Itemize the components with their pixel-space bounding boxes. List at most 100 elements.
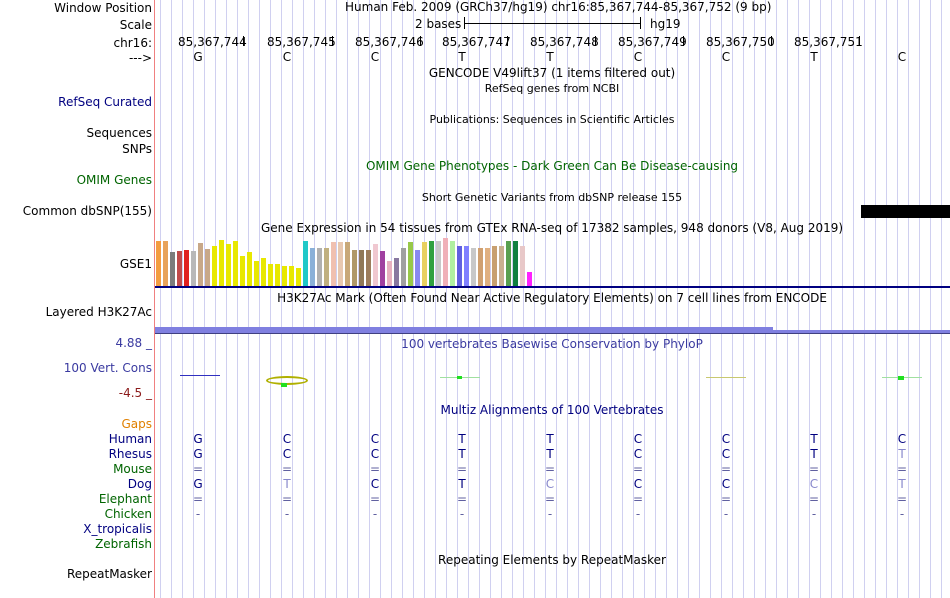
- gtex-tissue-bar[interactable]: [338, 242, 343, 286]
- gtex-tissue-bar[interactable]: [366, 250, 371, 286]
- gtex-tissue-bar[interactable]: [233, 241, 238, 286]
- gtex-tissue-bar[interactable]: [177, 251, 182, 286]
- alignment-base-chicken: -: [811, 507, 817, 521]
- strand-label[interactable]: --->: [128, 51, 152, 65]
- gtex-tissue-bar[interactable]: [254, 261, 259, 286]
- gtex-tissue-bar[interactable]: [352, 250, 357, 286]
- alignment-base-dog: C: [809, 477, 819, 491]
- gtex-tissue-bar[interactable]: [282, 266, 287, 286]
- gtex-tissue-bar[interactable]: [415, 250, 420, 286]
- gtex-tissue-bar[interactable]: [205, 249, 210, 286]
- gtex-tissue-bar[interactable]: [485, 248, 490, 286]
- gtex-tissue-bar[interactable]: [506, 241, 511, 286]
- assembly-text: hg19: [650, 17, 681, 31]
- h3k27ac-signal: [155, 327, 773, 333]
- grid-line: [523, 0, 524, 598]
- gtex-tissue-bar[interactable]: [373, 244, 378, 286]
- alignment-base-dog: T: [898, 477, 906, 491]
- gtex-tissue-bar[interactable]: [387, 261, 392, 286]
- gtex-tissue-bar[interactable]: [317, 248, 322, 286]
- dbsnp-label[interactable]: Common dbSNP(155): [22, 204, 152, 218]
- species-dog[interactable]: Dog: [127, 477, 152, 491]
- ruler-position: 85,367,744: [178, 35, 247, 49]
- gtex-tissue-bar[interactable]: [408, 242, 413, 286]
- gaps-label[interactable]: Gaps: [121, 417, 152, 431]
- gtex-tissue-bar[interactable]: [240, 256, 245, 286]
- gse1-label[interactable]: GSE1: [119, 257, 152, 271]
- grid-line: [424, 0, 425, 598]
- h3k27ac-label[interactable]: Layered H3K27Ac: [45, 305, 152, 319]
- gtex-tissue-bar[interactable]: [478, 248, 483, 286]
- gtex-tissue-bar[interactable]: [394, 258, 399, 286]
- grid-line: [710, 0, 711, 598]
- gtex-tissue-bar[interactable]: [422, 242, 427, 286]
- gtex-tissue-bar[interactable]: [184, 250, 189, 286]
- gtex-tissue-bar[interactable]: [191, 251, 196, 286]
- snps-label[interactable]: SNPs: [122, 142, 152, 156]
- gtex-tissue-bar[interactable]: [513, 241, 518, 286]
- gtex-tissue-bar[interactable]: [170, 252, 175, 286]
- species-elephant[interactable]: Elephant: [98, 492, 152, 506]
- gtex-tissue-bar[interactable]: [198, 243, 203, 286]
- grid-line: [182, 0, 183, 598]
- gtex-tissue-bar[interactable]: [443, 238, 448, 286]
- gencode-title[interactable]: GENCODE V49lift37 (1 items filtered out): [428, 66, 676, 80]
- gtex-tissue-bar[interactable]: [401, 248, 406, 286]
- gtex-tissue-bar[interactable]: [219, 240, 224, 286]
- alignment-base-mouse: =: [456, 462, 468, 476]
- gtex-tissue-bar[interactable]: [359, 250, 364, 286]
- gtex-tissue-bar[interactable]: [212, 246, 217, 286]
- grid-line: [787, 0, 788, 598]
- gtex-tissue-bar[interactable]: [331, 242, 336, 286]
- species-x-tropicalis[interactable]: X_tropicalis: [83, 522, 152, 536]
- gtex-tissue-bar[interactable]: [163, 241, 168, 286]
- repeatmasker-label[interactable]: RepeatMasker: [66, 567, 152, 581]
- gtex-tissue-bar[interactable]: [471, 248, 476, 286]
- ruler-tick: [683, 36, 684, 46]
- gtex-tissue-bar[interactable]: [324, 248, 329, 286]
- ruler-position: 85,367,751: [794, 35, 863, 49]
- gtex-tissue-bar[interactable]: [156, 241, 161, 286]
- gtex-tissue-bar[interactable]: [499, 246, 504, 286]
- grid-line: [677, 0, 678, 598]
- gtex-tissue-bar[interactable]: [289, 266, 294, 286]
- species-chicken[interactable]: Chicken: [104, 507, 152, 521]
- gtex-tissue-bar[interactable]: [247, 252, 252, 286]
- dbsnp-variant[interactable]: [861, 205, 950, 218]
- gtex-tissue-bar[interactable]: [527, 272, 532, 286]
- alignment-base-rhesus: C: [721, 447, 731, 461]
- track-labels: Window Position Scale chr16: ---> RefSeq…: [0, 0, 154, 598]
- gtex-tissue-bar[interactable]: [436, 241, 441, 286]
- gtex-tissue-bar[interactable]: [226, 244, 231, 286]
- gtex-tissue-bar[interactable]: [275, 264, 280, 286]
- sequences-label[interactable]: Sequences: [86, 126, 152, 140]
- gtex-tissue-bar[interactable]: [268, 264, 273, 286]
- gtex-tissue-bar[interactable]: [520, 246, 525, 286]
- grid-line: [655, 0, 656, 598]
- ruler-tick: [243, 36, 244, 46]
- alignment-base-rhesus: C: [282, 447, 292, 461]
- species-mouse[interactable]: Mouse: [113, 462, 152, 476]
- omim-label[interactable]: OMIM Genes: [76, 173, 152, 187]
- species-zebrafish[interactable]: Zebrafish: [95, 537, 152, 551]
- gtex-tissue-bar[interactable]: [345, 242, 350, 286]
- gtex-tissue-bar[interactable]: [450, 241, 455, 286]
- alignment-base-human: C: [633, 432, 643, 446]
- gtex-tissue-bar[interactable]: [457, 246, 462, 286]
- gtex-tissue-bar[interactable]: [464, 246, 469, 286]
- gtex-tissue-bar[interactable]: [303, 241, 308, 286]
- gtex-tissue-bar[interactable]: [492, 246, 497, 286]
- grid-line: [842, 0, 843, 598]
- grid-line: [336, 0, 337, 598]
- refseq-label[interactable]: RefSeq Curated: [58, 95, 152, 109]
- gtex-tissue-bar[interactable]: [380, 251, 385, 286]
- species-rhesus[interactable]: Rhesus: [108, 447, 152, 461]
- cons-name-label[interactable]: 100 Vert. Cons: [63, 361, 152, 375]
- gtex-expression-chart[interactable]: [155, 238, 535, 286]
- species-human[interactable]: Human: [108, 432, 152, 446]
- gtex-tissue-bar[interactable]: [261, 258, 266, 286]
- gtex-tissue-bar[interactable]: [429, 241, 434, 286]
- alignment-base-mouse: =: [192, 462, 204, 476]
- gtex-tissue-bar[interactable]: [296, 268, 301, 286]
- gtex-tissue-bar[interactable]: [310, 248, 315, 286]
